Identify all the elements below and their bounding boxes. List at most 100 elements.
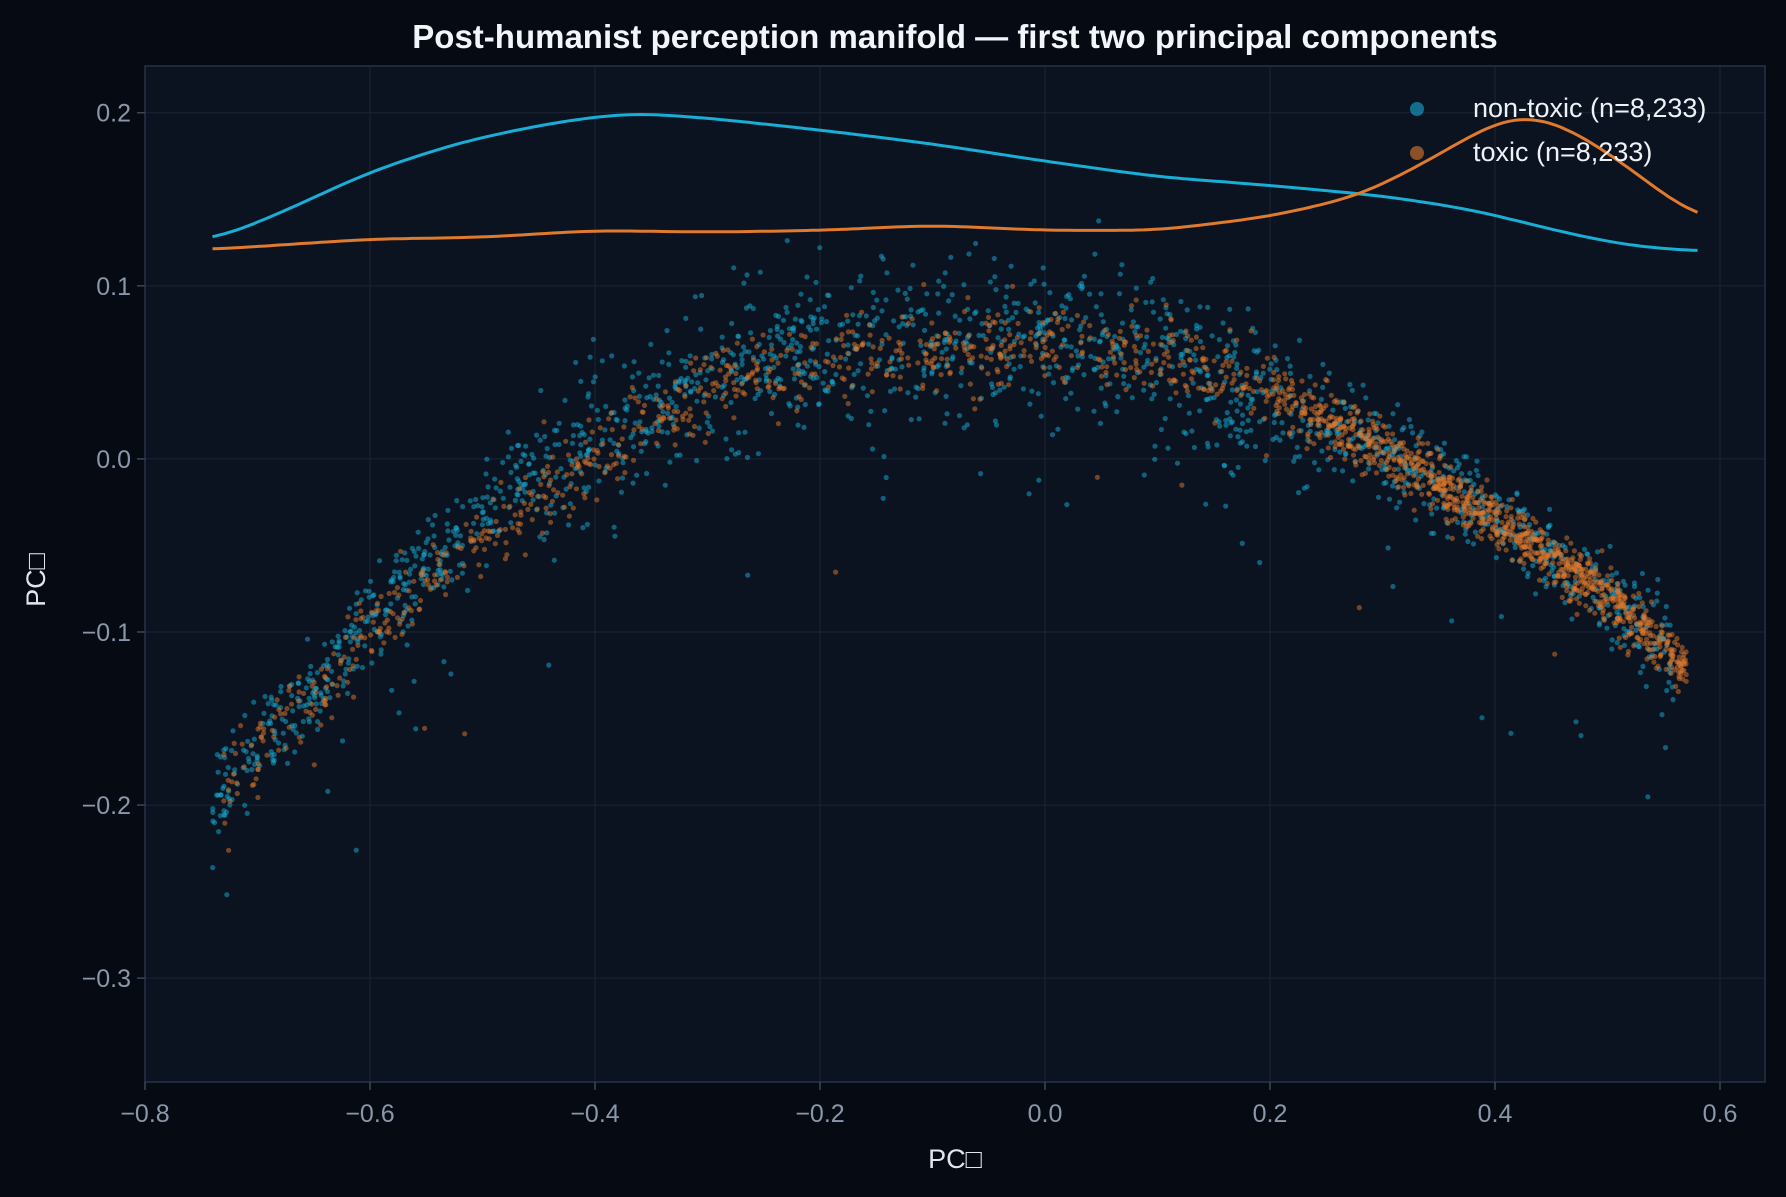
scatter-point: [1160, 297, 1166, 303]
scatter-point: [251, 699, 257, 705]
scatter-point: [501, 503, 507, 509]
scatter-point: [908, 417, 914, 423]
scatter-point: [537, 534, 543, 540]
scatter-point: [1366, 426, 1372, 432]
scatter-point: [623, 454, 629, 460]
scatter-point: [1248, 401, 1254, 407]
scatter-point: [1398, 440, 1404, 446]
scatter-point: [931, 346, 937, 352]
scatter-point: [1350, 478, 1356, 484]
scatter-point: [1051, 357, 1057, 363]
scatter-point: [362, 588, 369, 594]
scatter-point: [389, 687, 395, 693]
scatter-point: [733, 393, 739, 399]
scatter-point: [770, 395, 776, 401]
scatter-point: [1244, 443, 1250, 449]
scatter-point: [1203, 397, 1209, 403]
scatter-point: [573, 359, 579, 366]
scatter-point: [1068, 390, 1074, 396]
scatter-point: [288, 701, 295, 707]
scatter-point: [780, 317, 787, 323]
x-tick-label: 0.4: [1478, 1100, 1513, 1128]
scatter-point: [766, 334, 772, 340]
scatter-point: [1595, 588, 1601, 594]
scatter-point: [1237, 440, 1243, 446]
scatter-point: [413, 726, 419, 732]
scatter-point: [887, 359, 893, 365]
scatter-point: [732, 451, 738, 457]
scatter-point: [376, 628, 382, 635]
scatter-point: [845, 342, 851, 348]
scatter-point: [313, 701, 319, 707]
scatter-point: [1055, 316, 1061, 322]
scatter-point: [1621, 642, 1627, 649]
scatter-point: [1475, 533, 1481, 539]
scatter-point: [1397, 499, 1403, 505]
scatter-point: [1601, 598, 1607, 604]
scatter-point: [520, 451, 526, 457]
scatter-point: [604, 463, 611, 469]
scatter-point: [1305, 431, 1311, 437]
scatter-point: [1376, 462, 1382, 468]
scatter-point: [621, 363, 628, 369]
scatter-point: [1205, 304, 1211, 310]
scatter-point: [1145, 348, 1151, 354]
scatter-point: [1142, 341, 1148, 347]
scatter-point: [732, 363, 738, 369]
scatter-point: [961, 282, 967, 288]
scatter-point: [1584, 551, 1590, 557]
scatter-point: [745, 572, 751, 578]
scatter-point: [1555, 547, 1561, 553]
scatter-point: [719, 384, 725, 390]
scatter-point: [719, 334, 725, 340]
scatter-point: [268, 752, 275, 758]
scatter-point: [1098, 385, 1104, 391]
scatter-point: [810, 321, 816, 327]
scatter-point: [985, 314, 992, 320]
scatter-point: [534, 432, 540, 438]
scatter-point: [1617, 615, 1623, 621]
scatter-point: [358, 608, 364, 614]
scatter-point: [1112, 360, 1118, 366]
scatter-point: [339, 738, 346, 744]
scatter-point: [1237, 427, 1243, 433]
scatter-point: [1578, 733, 1584, 739]
scatter-point: [425, 582, 431, 588]
scatter-point: [397, 575, 403, 581]
scatter-point: [1010, 283, 1016, 289]
scatter-point: [1479, 484, 1485, 490]
scatter-point: [843, 356, 849, 362]
scatter-point: [1415, 435, 1421, 441]
scatter-point: [586, 446, 592, 452]
scatter-point: [1119, 320, 1126, 326]
scatter-point: [1316, 402, 1322, 408]
scatter-point: [1443, 516, 1449, 522]
scatter-point: [1674, 635, 1680, 642]
scatter-point: [944, 411, 950, 417]
scatter-point: [1449, 535, 1455, 542]
scatter-point: [283, 745, 289, 751]
scatter-point: [274, 697, 280, 703]
scatter-point: [295, 680, 302, 687]
scatter-point: [1075, 406, 1081, 412]
scatter-point: [969, 355, 976, 361]
scatter-point: [1525, 512, 1531, 518]
scatter-point: [1538, 565, 1544, 572]
scatter-point: [1655, 663, 1661, 669]
scatter-point: [820, 380, 826, 386]
scatter-point: [1421, 501, 1427, 507]
scatter-point: [1522, 551, 1528, 557]
scatter-point: [1479, 536, 1485, 542]
scatter-point: [1522, 544, 1528, 550]
scatter-point: [1396, 457, 1403, 463]
scatter-point: [1110, 354, 1117, 360]
scatter-point: [836, 364, 843, 370]
x-tick-label: −0.2: [795, 1100, 844, 1128]
scatter-point: [1518, 556, 1524, 562]
scatter-point: [1544, 580, 1550, 587]
scatter-point: [1204, 373, 1210, 379]
scatter-point: [271, 734, 277, 740]
scatter-point: [1116, 291, 1123, 297]
scatter-point: [1194, 326, 1200, 332]
scatter-point: [1271, 369, 1277, 376]
